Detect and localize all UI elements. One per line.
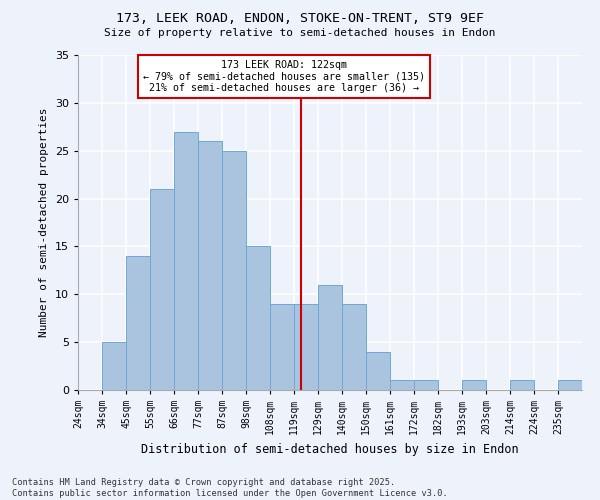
Bar <box>126 256 150 390</box>
Bar <box>294 304 318 390</box>
Bar <box>462 380 486 390</box>
Bar <box>366 352 390 390</box>
Bar <box>150 189 174 390</box>
Bar <box>102 342 126 390</box>
Bar <box>246 246 270 390</box>
Bar <box>510 380 534 390</box>
Y-axis label: Number of semi-detached properties: Number of semi-detached properties <box>39 108 49 337</box>
Bar <box>318 284 342 390</box>
Text: 173 LEEK ROAD: 122sqm
← 79% of semi-detached houses are smaller (135)
21% of sem: 173 LEEK ROAD: 122sqm ← 79% of semi-deta… <box>143 60 425 93</box>
Bar <box>558 380 582 390</box>
Bar <box>174 132 198 390</box>
Text: 173, LEEK ROAD, ENDON, STOKE-ON-TRENT, ST9 9EF: 173, LEEK ROAD, ENDON, STOKE-ON-TRENT, S… <box>116 12 484 26</box>
Text: Contains HM Land Registry data © Crown copyright and database right 2025.
Contai: Contains HM Land Registry data © Crown c… <box>12 478 448 498</box>
Text: Size of property relative to semi-detached houses in Endon: Size of property relative to semi-detach… <box>104 28 496 38</box>
X-axis label: Distribution of semi-detached houses by size in Endon: Distribution of semi-detached houses by … <box>141 442 519 456</box>
Bar <box>414 380 438 390</box>
Bar <box>342 304 366 390</box>
Bar <box>198 141 222 390</box>
Bar <box>270 304 294 390</box>
Bar <box>222 150 246 390</box>
Bar <box>390 380 414 390</box>
